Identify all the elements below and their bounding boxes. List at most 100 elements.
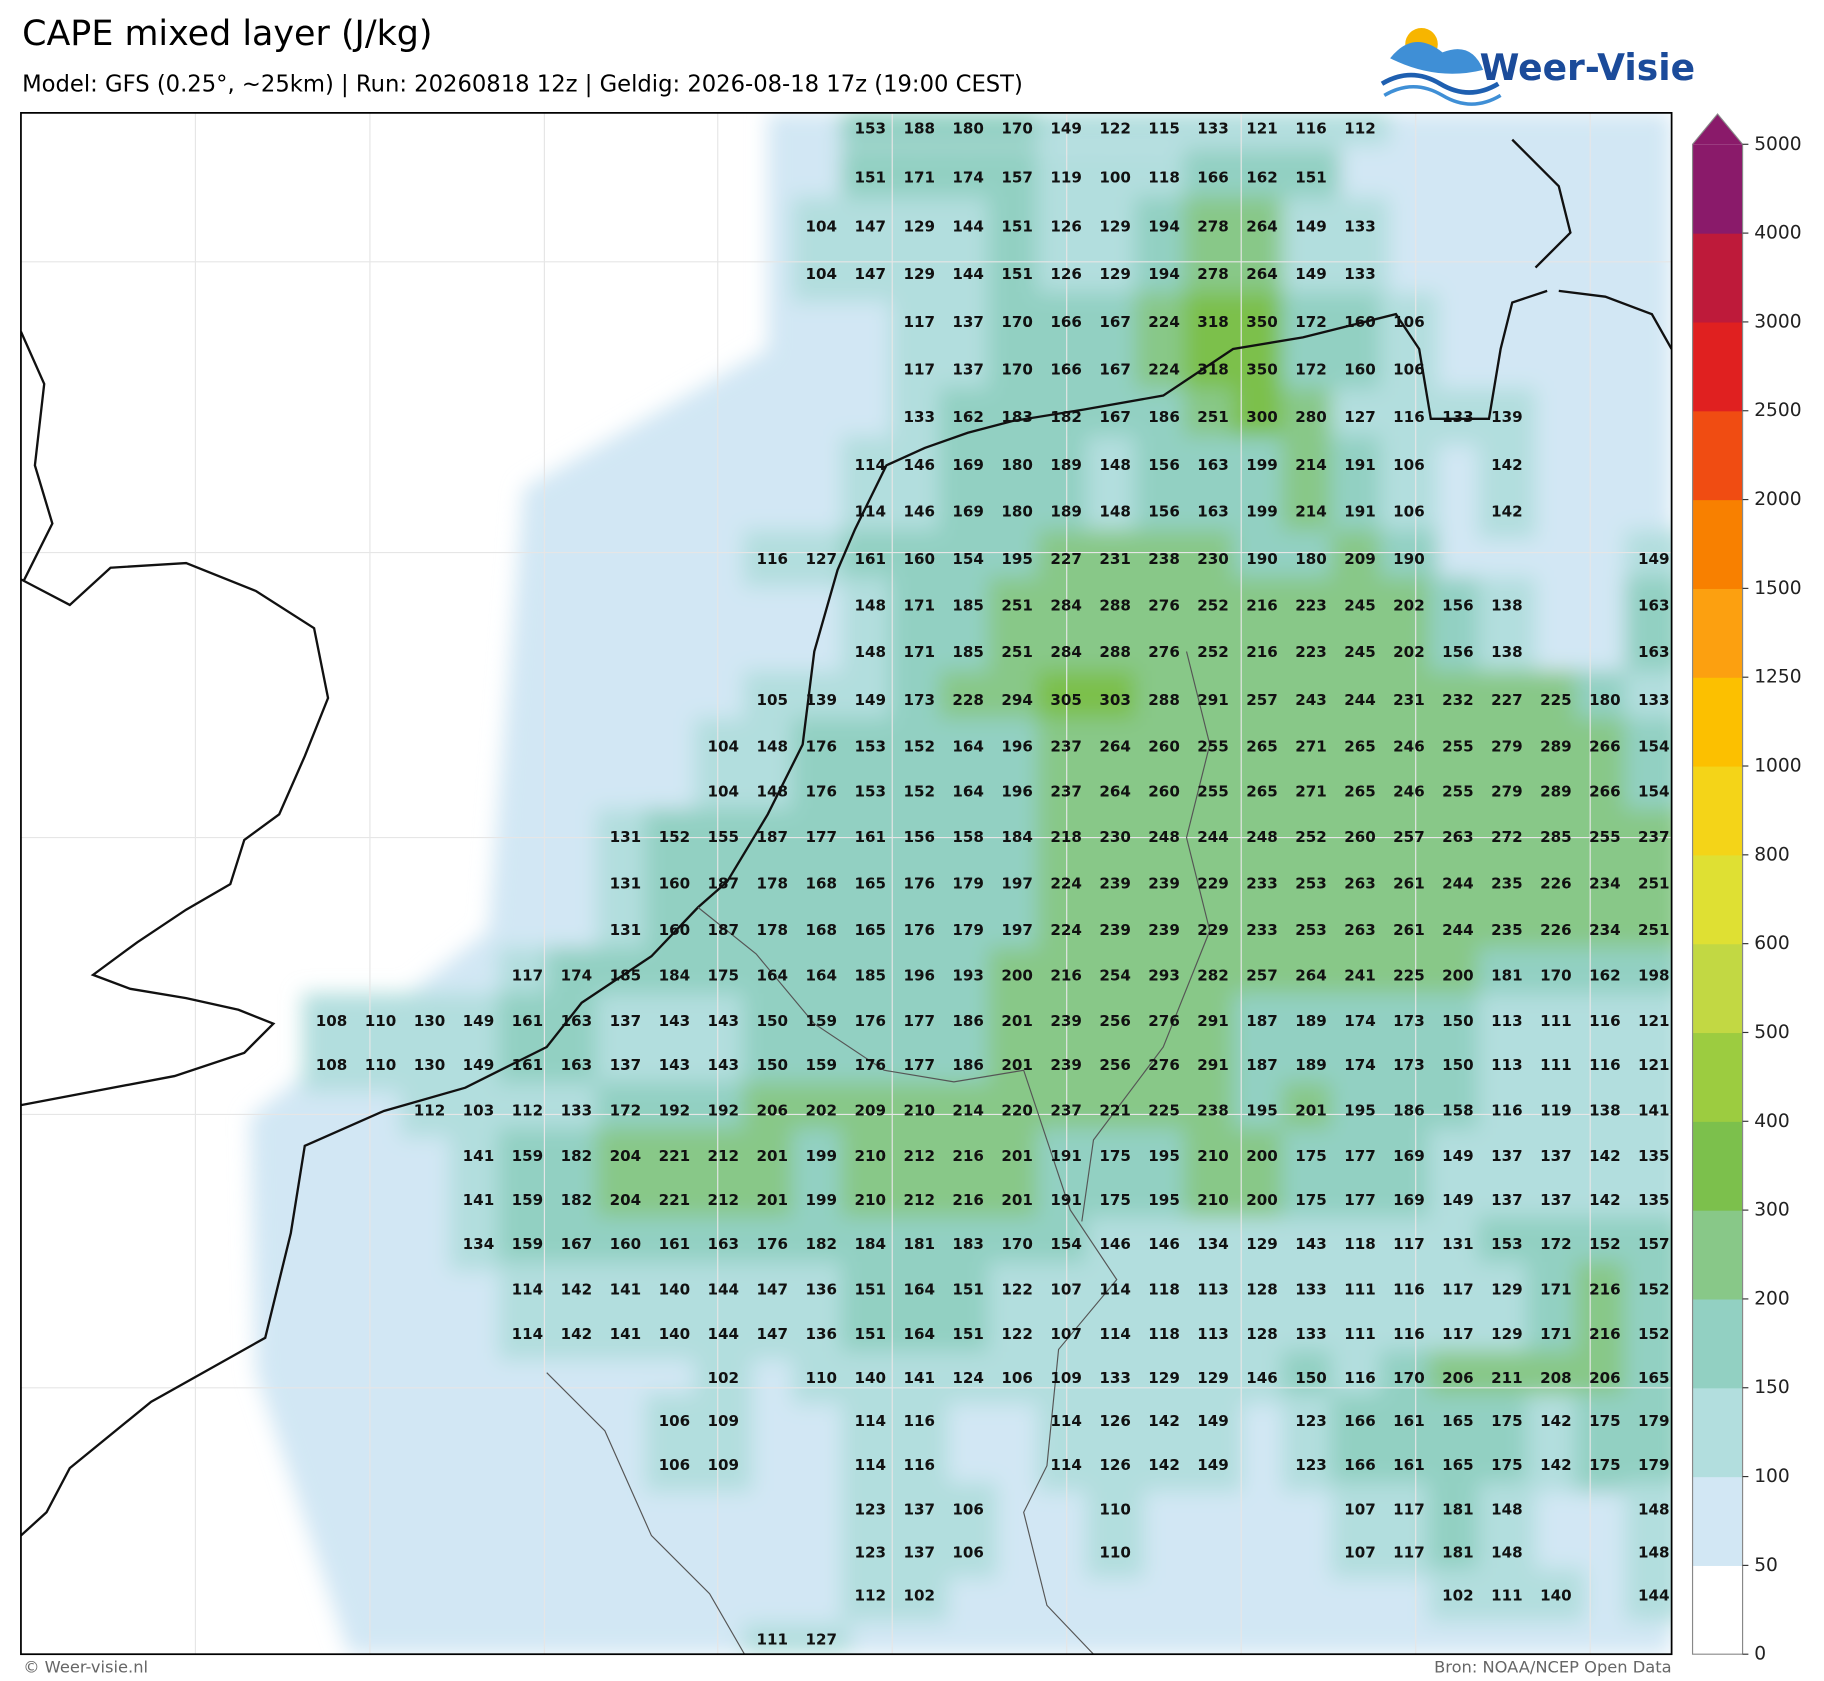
cape-cell bbox=[1379, 855, 1439, 911]
cape-value: 216 bbox=[952, 1147, 984, 1165]
cape-cell bbox=[1232, 340, 1292, 398]
cape-value: 257 bbox=[1246, 967, 1278, 985]
cape-value: 149 bbox=[463, 1056, 495, 1074]
cape-value: 102 bbox=[903, 1587, 935, 1605]
cape-value: 185 bbox=[952, 597, 984, 615]
colorbar-label: 800 bbox=[1754, 844, 1790, 865]
cape-value: 200 bbox=[1246, 1191, 1278, 1209]
cape-value: 260 bbox=[1344, 828, 1376, 846]
cape-value: 143 bbox=[1295, 1235, 1327, 1253]
cape-value: 153 bbox=[1491, 1235, 1523, 1253]
cape-value: 148 bbox=[1638, 1544, 1670, 1562]
cape-cell bbox=[596, 1306, 655, 1360]
cape-cell bbox=[1085, 1216, 1145, 1271]
cape-value: 153 bbox=[854, 120, 886, 138]
cape-cell bbox=[792, 947, 851, 1003]
cape-value: 118 bbox=[1148, 1281, 1180, 1299]
cape-cell bbox=[939, 482, 998, 539]
cape-field bbox=[250, 112, 1672, 1655]
cape-value: 156 bbox=[1148, 502, 1180, 520]
cape-value: 106 bbox=[1001, 1369, 1033, 1387]
cape-value: 272 bbox=[1491, 828, 1523, 846]
cape-cell bbox=[939, 387, 998, 445]
cape-value: 136 bbox=[805, 1281, 837, 1299]
cape-value: 110 bbox=[1099, 1544, 1131, 1562]
cape-value: 255 bbox=[1589, 828, 1621, 846]
cape-value: 164 bbox=[805, 967, 837, 985]
cape-cell bbox=[1330, 1525, 1390, 1579]
cape-value: 104 bbox=[708, 783, 740, 801]
cape-value: 129 bbox=[903, 265, 935, 283]
cape-value: 163 bbox=[1638, 597, 1670, 615]
cape-cell bbox=[792, 670, 851, 728]
cape-value: 152 bbox=[659, 828, 691, 846]
cape-cell bbox=[1281, 947, 1341, 1003]
cape-cell bbox=[1624, 1216, 1672, 1271]
cape-value: 106 bbox=[659, 1456, 691, 1474]
cape-value: 246 bbox=[1393, 737, 1425, 755]
cape-value: 200 bbox=[1442, 967, 1474, 985]
cape-value: 261 bbox=[1393, 921, 1425, 939]
cape-cell bbox=[988, 482, 1047, 539]
cape-value: 114 bbox=[1050, 1412, 1082, 1430]
cape-value: 210 bbox=[854, 1191, 886, 1209]
graticule bbox=[20, 112, 1672, 1655]
colorbar-band bbox=[1692, 854, 1743, 945]
cape-value: 147 bbox=[854, 217, 886, 235]
cape-value: 128 bbox=[1246, 1281, 1278, 1299]
cape-cell bbox=[1183, 623, 1243, 680]
cape-value: 174 bbox=[1344, 1012, 1376, 1030]
cape-value: 122 bbox=[1099, 120, 1131, 138]
cape-cell bbox=[1379, 340, 1439, 398]
cape-cell bbox=[1281, 1437, 1341, 1492]
cape-value: 117 bbox=[1393, 1544, 1425, 1562]
cape-cell bbox=[1134, 147, 1194, 206]
cape-value: 150 bbox=[1442, 1056, 1474, 1074]
cape-value: 255 bbox=[1197, 783, 1229, 801]
cape-value: 116 bbox=[1491, 1101, 1523, 1119]
cape-cell bbox=[694, 1216, 753, 1271]
cape-cell bbox=[890, 855, 949, 911]
cape-cell bbox=[1134, 947, 1194, 1003]
cape-value: 164 bbox=[903, 1281, 935, 1299]
cape-value: 201 bbox=[757, 1147, 789, 1165]
cape-value: 114 bbox=[512, 1281, 544, 1299]
cape-cell bbox=[1085, 112, 1145, 145]
cape-cell bbox=[1379, 292, 1439, 350]
cape-value: 289 bbox=[1540, 783, 1572, 801]
cape-value: 303 bbox=[1099, 691, 1131, 709]
cape-value: 288 bbox=[1148, 691, 1180, 709]
cape-value: 162 bbox=[952, 408, 984, 426]
cape-value: 180 bbox=[1001, 456, 1033, 474]
cape-value: 196 bbox=[903, 967, 935, 985]
cape-value: 144 bbox=[708, 1281, 740, 1299]
cape-value: 180 bbox=[1295, 550, 1327, 568]
cape-value: 165 bbox=[854, 875, 886, 893]
cape-value: 163 bbox=[1197, 456, 1229, 474]
cape-value: 106 bbox=[952, 1500, 984, 1518]
coastlines bbox=[20, 138, 1672, 1537]
cape-value: 146 bbox=[903, 456, 935, 474]
cape-value: 106 bbox=[952, 1544, 984, 1562]
colorbar-band bbox=[1692, 1565, 1743, 1655]
cape-cell bbox=[939, 1350, 998, 1404]
cape-value: 264 bbox=[1099, 783, 1131, 801]
cape-cell bbox=[302, 1037, 361, 1092]
cape-value: 131 bbox=[610, 921, 642, 939]
cape-value: 148 bbox=[757, 783, 789, 801]
cape-cell bbox=[1575, 947, 1634, 1003]
cape-value: 146 bbox=[1099, 1235, 1131, 1253]
cape-value: 148 bbox=[1491, 1500, 1523, 1518]
cape-cell bbox=[1232, 855, 1292, 911]
cape-cell bbox=[743, 1306, 802, 1360]
cape-value: 152 bbox=[903, 783, 935, 801]
cape-value: 141 bbox=[610, 1281, 642, 1299]
cape-value: 170 bbox=[1393, 1369, 1425, 1387]
cape-value: 142 bbox=[561, 1325, 593, 1343]
cape-value: 163 bbox=[708, 1235, 740, 1253]
cape-value: 172 bbox=[1295, 313, 1327, 331]
cape-cell bbox=[547, 1306, 606, 1360]
cape-value: 251 bbox=[1001, 597, 1033, 615]
cape-value: 225 bbox=[1393, 967, 1425, 985]
cape-cell bbox=[890, 147, 949, 206]
